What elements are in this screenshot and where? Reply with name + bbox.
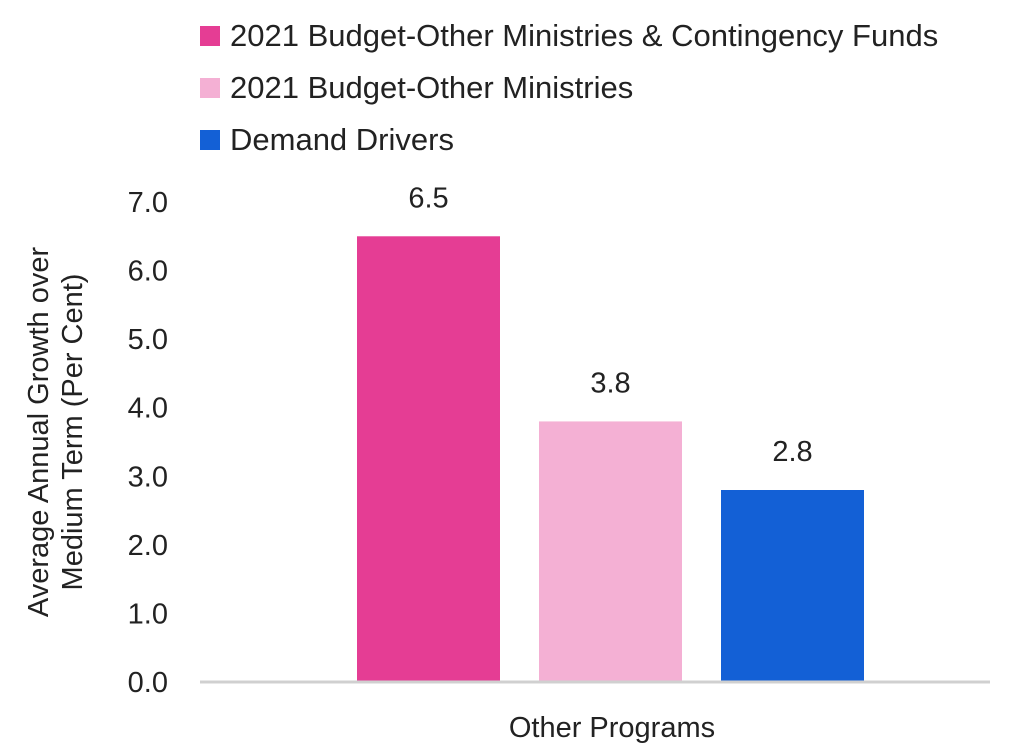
y-axis-title: Average Annual Growth over Medium Term (… — [23, 247, 89, 618]
y-axis-title-line: Average Annual Growth over — [23, 247, 55, 618]
y-tick-label: 7.0 — [128, 187, 168, 219]
legend-item: 2021 Budget-Other Ministries & Contingen… — [200, 10, 938, 62]
bar-value-label: 6.5 — [408, 182, 448, 214]
y-tick-label: 1.0 — [128, 598, 168, 630]
y-tick-label: 2.0 — [128, 530, 168, 562]
bar-value-label: 2.8 — [772, 436, 812, 468]
legend-item: Demand Drivers — [200, 114, 938, 166]
legend-swatch — [200, 78, 220, 98]
y-tick-label: 4.0 — [128, 393, 168, 425]
bar — [357, 236, 500, 683]
bars — [357, 236, 864, 683]
legend-item: 2021 Budget-Other Ministries — [200, 62, 938, 114]
bar — [721, 490, 864, 682]
legend-label: 2021 Budget-Other Ministries & Contingen… — [230, 18, 939, 53]
y-tick-label: 0.0 — [128, 667, 168, 699]
legend-swatch — [200, 130, 220, 150]
y-axis-ticks: 0.0 1.0 2.0 3.0 4.0 5.0 6.0 7.0 — [128, 187, 168, 699]
y-tick-label: 5.0 — [128, 324, 168, 356]
bar — [539, 421, 682, 682]
x-category-label: Other Programs — [509, 712, 715, 744]
y-tick-label: 6.0 — [128, 256, 168, 288]
chart-legend: 2021 Budget-Other Ministries & Contingen… — [200, 10, 938, 166]
legend-label: Demand Drivers — [230, 122, 454, 157]
legend-swatch — [200, 26, 220, 46]
y-tick-label: 3.0 — [128, 461, 168, 493]
data-labels: 6.5 3.8 2.8 — [408, 182, 812, 468]
legend-label: 2021 Budget-Other Ministries — [230, 70, 634, 105]
bar-value-label: 3.8 — [590, 367, 630, 399]
y-axis-title-line: Medium Term (Per Cent) — [57, 274, 89, 591]
